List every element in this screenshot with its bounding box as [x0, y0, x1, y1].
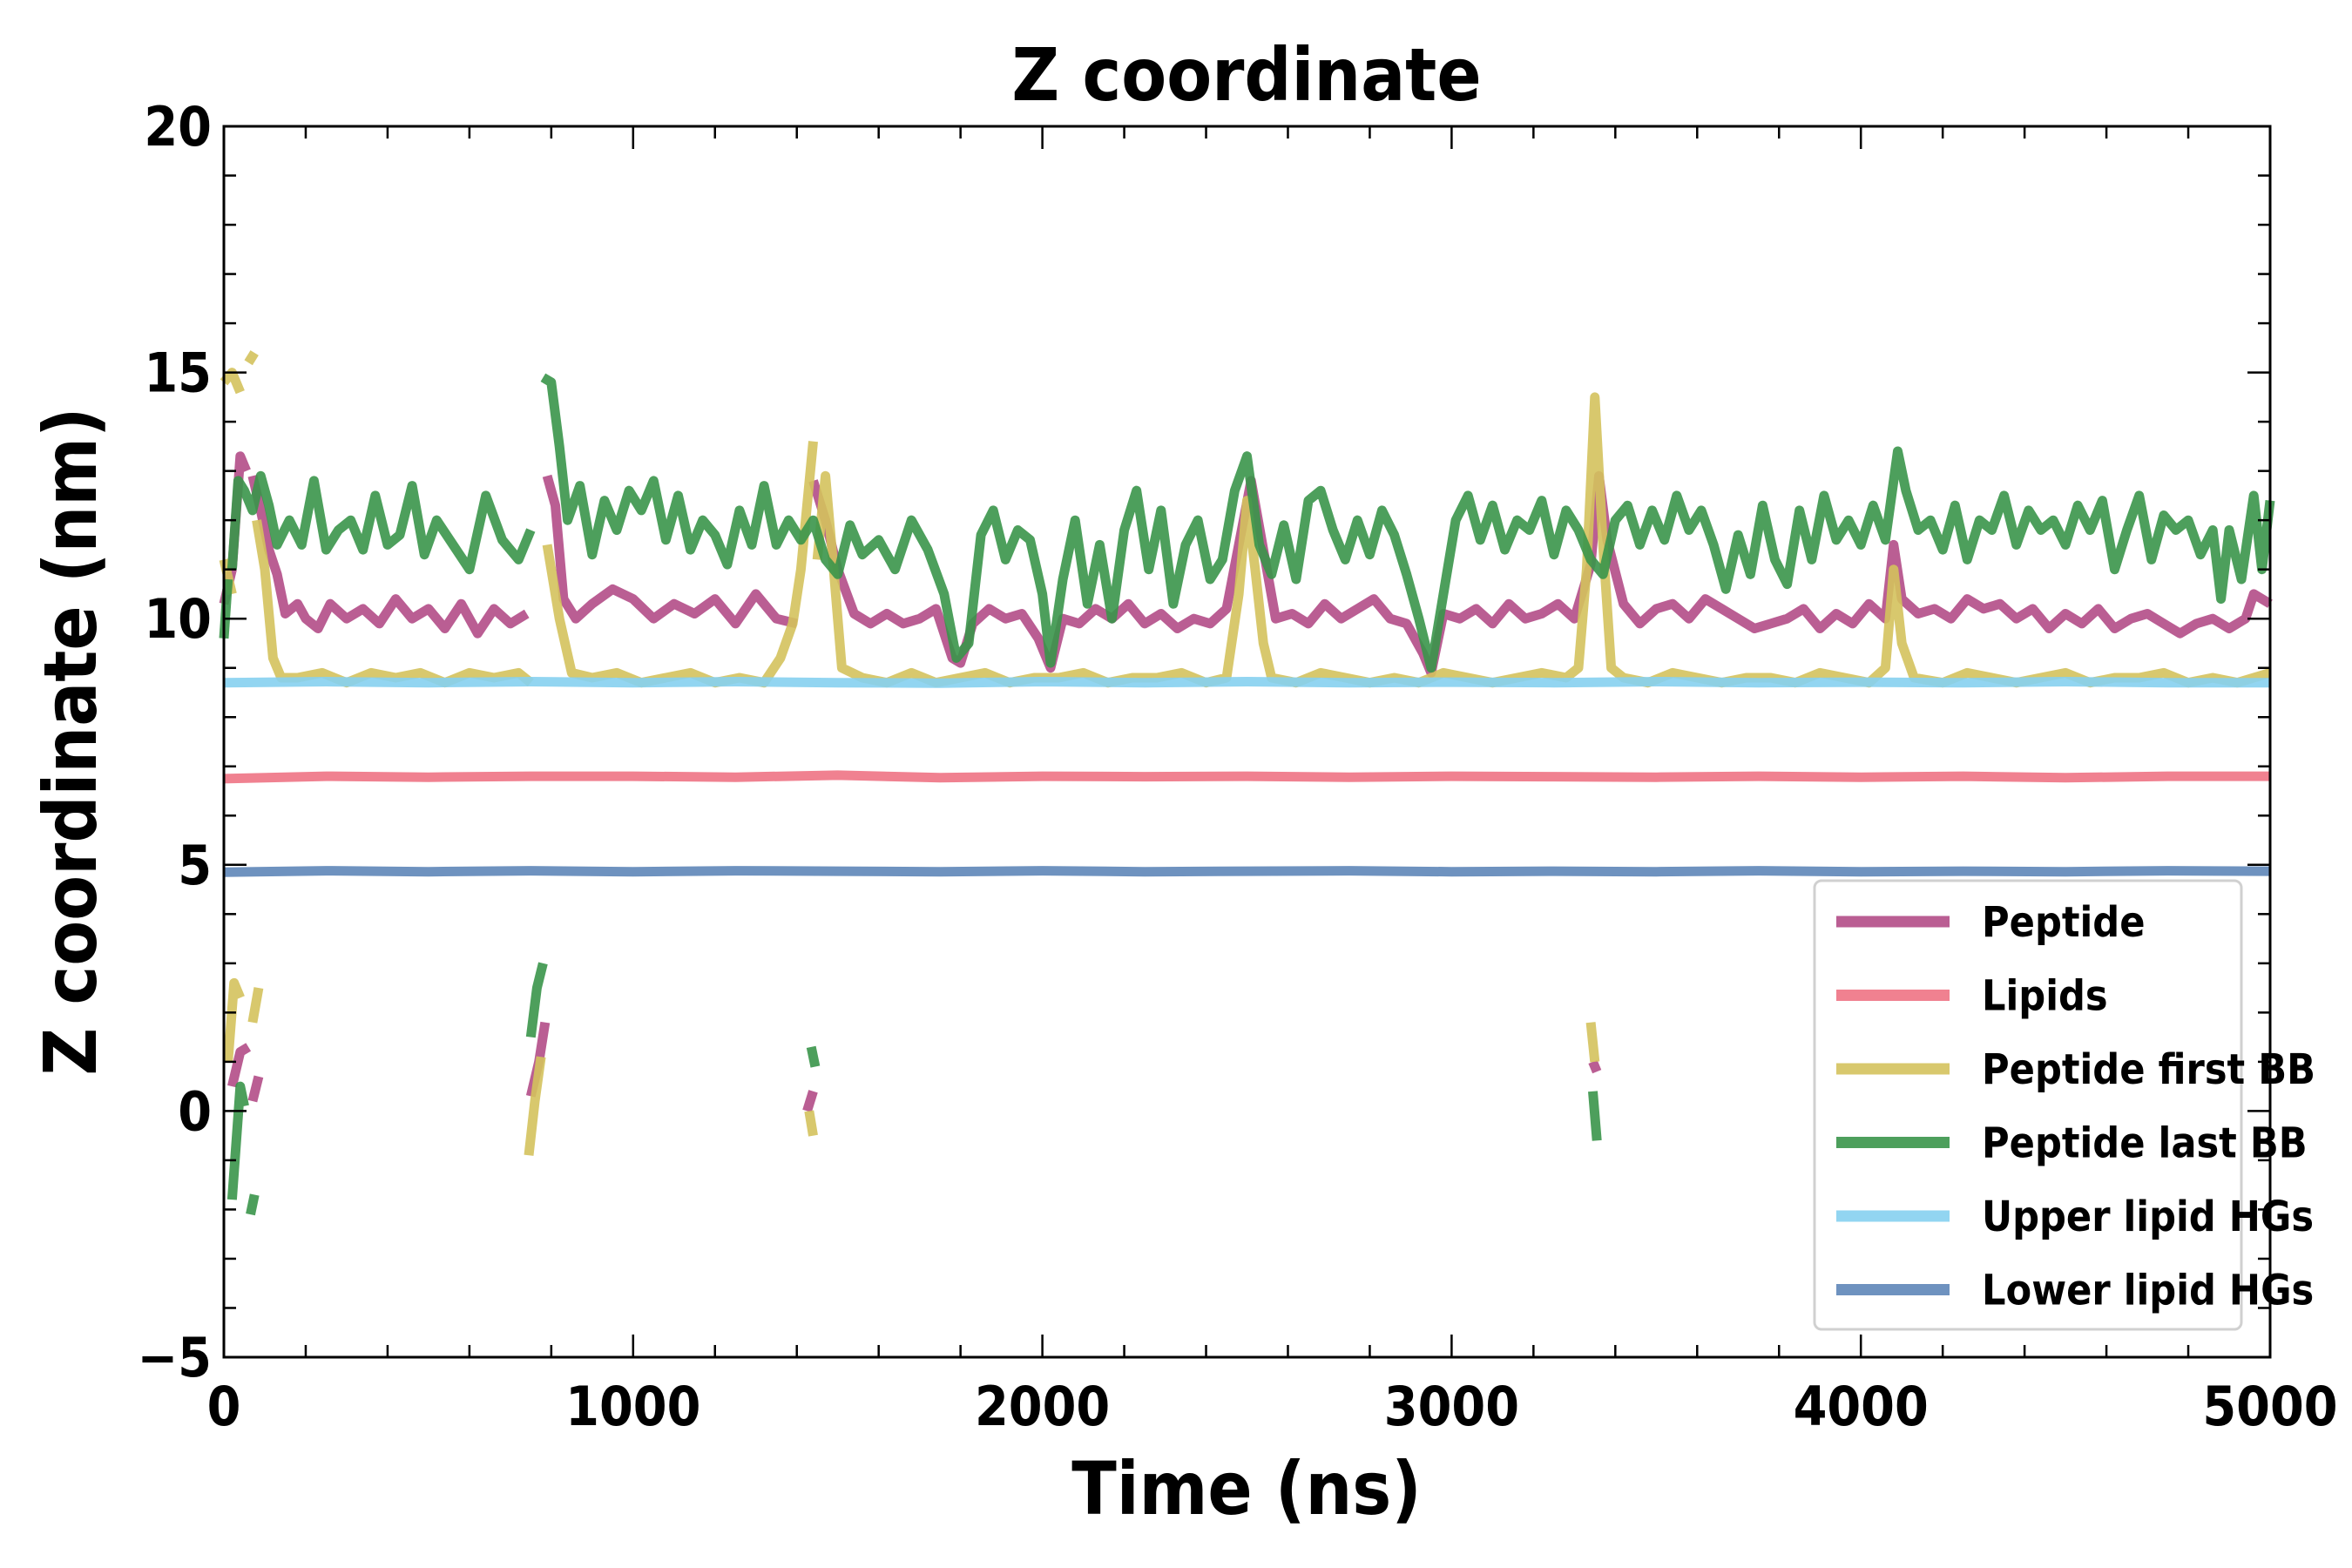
- y-axis-label: Z coordinate (nm): [28, 407, 113, 1075]
- series-line-segment: [542, 474, 798, 629]
- series-line-segment: [802, 1090, 818, 1113]
- series-line-segment: [226, 1081, 249, 1200]
- series-line-segment: [1588, 1059, 1602, 1074]
- x-tick-label: 0: [207, 1375, 241, 1438]
- y-tick-label: 10: [144, 587, 212, 651]
- axes-frame: [222, 125, 2272, 1359]
- series-upper-lipid-hgs: [223, 677, 2270, 688]
- series-line-segment: [542, 441, 818, 688]
- series-line-segment: [806, 1045, 821, 1068]
- x-tick-label: 2000: [975, 1375, 1110, 1438]
- series-line-segment: [244, 350, 259, 366]
- y-tick-label: −5: [137, 1326, 212, 1389]
- series-line-segment: [227, 1043, 252, 1088]
- plot-area: [219, 125, 2275, 1359]
- series-layer: [219, 350, 2275, 1216]
- series-line-segment: [223, 770, 2270, 784]
- series-line-segment: [247, 987, 264, 1024]
- x-tick-label: 4000: [1794, 1375, 1929, 1438]
- y-tick-label: 5: [178, 834, 212, 897]
- chart-title: Z coordinate: [1011, 32, 1481, 118]
- series-line-segment: [524, 1056, 546, 1156]
- series-lower-lipid-hgs: [223, 866, 2271, 877]
- y-tick-labels: −5 0 5 10 15 20: [137, 95, 212, 1389]
- y-tick-label: 15: [144, 341, 212, 405]
- series-line-segment: [540, 373, 2275, 673]
- x-axis-label: Time (ns): [1071, 1446, 1422, 1531]
- x-tick-label: 1000: [565, 1375, 700, 1438]
- series-line-segment: [252, 519, 534, 688]
- y-tick-label: 20: [144, 95, 212, 159]
- legend-label: Lipids: [1982, 972, 2108, 1021]
- legend-items: Peptide Lipids Peptide first BB Peptide las…: [1836, 898, 2315, 1315]
- legend: Peptide Lipids Peptide first BB Peptide las…: [1813, 879, 2315, 1331]
- series-line-segment: [223, 677, 2270, 688]
- series-line-segment: [804, 1110, 818, 1137]
- legend-label: Upper lipid HGs: [1982, 1193, 2314, 1241]
- legend-box: [1813, 879, 2243, 1331]
- y-tick-label: 0: [178, 1079, 212, 1143]
- series-line-segment: [246, 1193, 260, 1216]
- series-line-segment: [220, 368, 245, 395]
- legend-label: Peptide first BB: [1982, 1045, 2315, 1094]
- series-line-segment: [223, 866, 2271, 877]
- ticks-layer: [222, 125, 2272, 1359]
- x-tick-label: 3000: [1384, 1375, 1519, 1438]
- legend-label: Peptide: [1982, 898, 2146, 947]
- series-line-segment: [247, 475, 530, 639]
- series-line-segment: [226, 470, 536, 575]
- x-tick-labels: 0 1000 2000 3000 4000 5000: [207, 1375, 2338, 1438]
- series-line-segment: [1585, 1022, 1600, 1063]
- legend-label: Lower lipid HGs: [1982, 1267, 2314, 1315]
- series-line-segment: [223, 977, 245, 1063]
- series-line-segment: [1588, 1091, 1602, 1141]
- x-tick-label: 5000: [2202, 1375, 2337, 1438]
- series-line-segment: [247, 1075, 264, 1103]
- series-lipids: [223, 770, 2270, 784]
- series-peptide-last-bb: [219, 373, 2275, 1216]
- series-line-segment: [525, 962, 548, 1038]
- legend-label: Peptide last BB: [1982, 1119, 2308, 1168]
